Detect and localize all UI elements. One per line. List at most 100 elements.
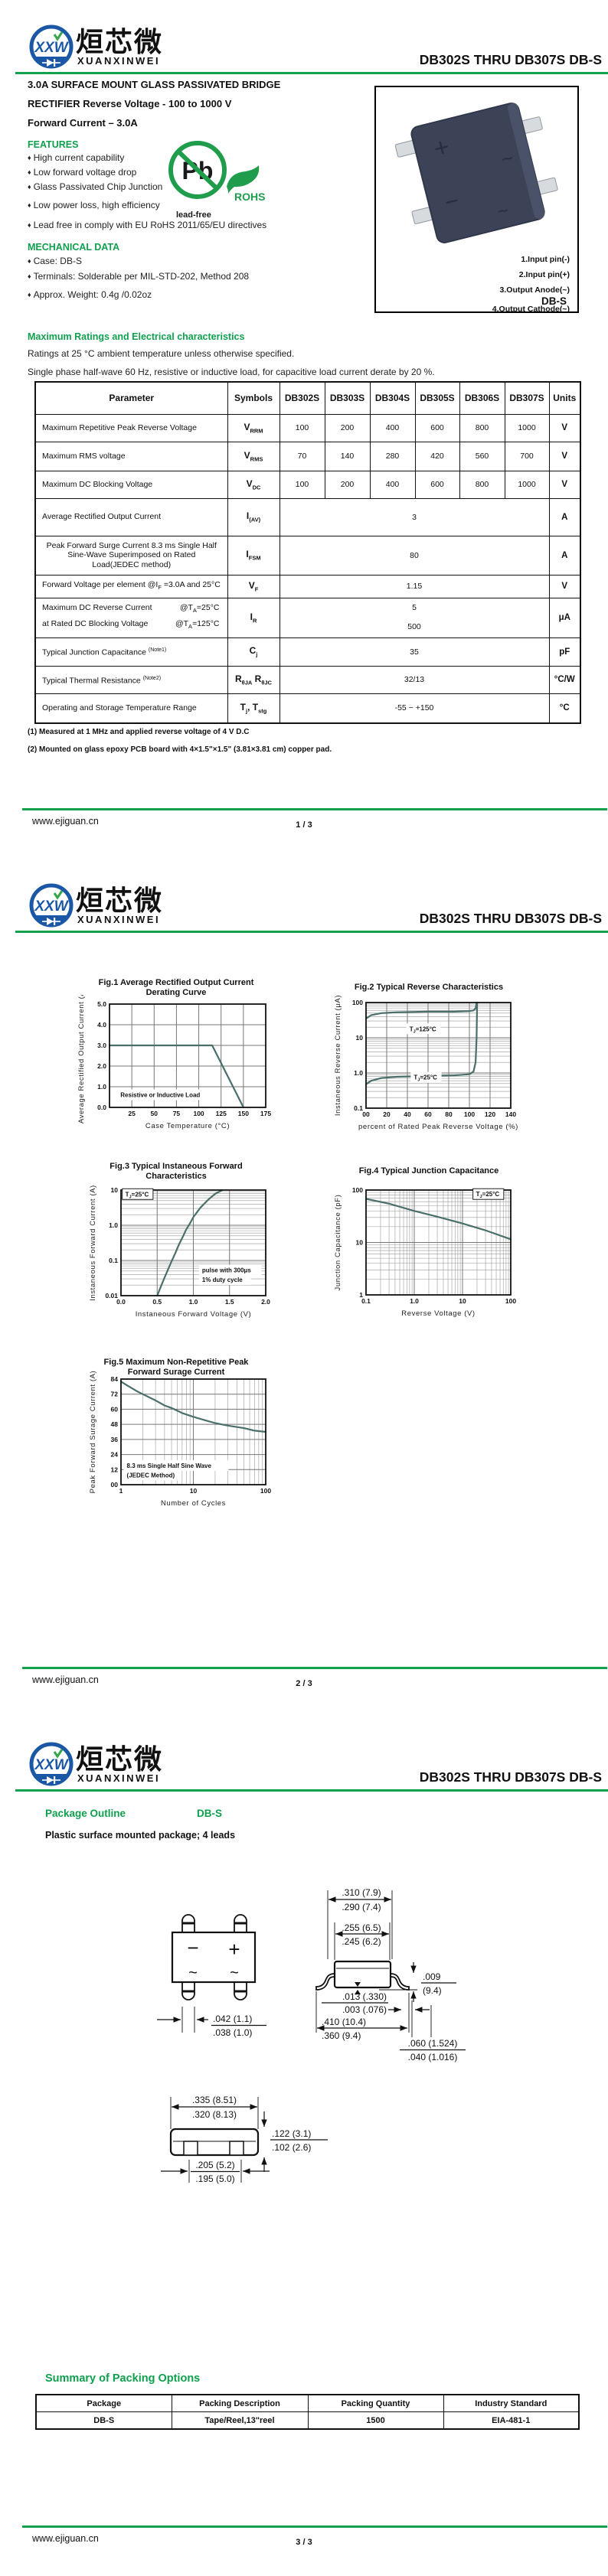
ratings-cell: A [548, 497, 581, 536]
packing-cell: DB-S [35, 2411, 172, 2430]
ratings-cell: 1000 [504, 470, 550, 499]
fig3-title-line2: Characteristics [145, 1171, 207, 1181]
svg-text:0.1: 0.1 [354, 1104, 363, 1112]
ratings-cell: Typical Junction Capacitance (Note1) [34, 637, 228, 667]
svg-text:Number of Cycles: Number of Cycles [161, 1499, 226, 1508]
ratings-cell: 100 [279, 413, 325, 442]
svg-text:120: 120 [485, 1110, 495, 1118]
feature-item: Low forward voltage drop [28, 165, 266, 180]
svg-text:.245 (6.2): .245 (6.2) [342, 1936, 381, 1947]
svg-text:0.1: 0.1 [361, 1297, 371, 1305]
ratings-cell: Maximum RMS voltage [34, 441, 228, 471]
svg-text:10: 10 [356, 1239, 364, 1247]
ratings-col-header: DB304S [369, 381, 416, 415]
svg-text:.040 (1.016): .040 (1.016) [408, 2052, 458, 2062]
fig5-title-line1: Fig.5 Maximum Non-Repetitive Peak [103, 1358, 249, 1367]
outline-top-view: − + ~ ~ .042 (1.1) .038 (1.0) [157, 1914, 266, 2038]
svg-text:100: 100 [193, 1110, 204, 1117]
svg-text:.320 (8.13): .320 (8.13) [192, 2109, 237, 2120]
packing-row: DB-S Tape/Reel,13"reel 1500 EIA-481-1 [35, 2411, 580, 2430]
ratings-cell: °C [548, 693, 581, 724]
svg-text:00: 00 [362, 1110, 370, 1118]
leadfree-label: lead-free [176, 210, 211, 220]
fig4-title-line1: Fig.4 Typical Junction Capacitance [358, 1166, 499, 1176]
header-rule [15, 72, 608, 74]
svg-text:~: ~ [230, 1965, 239, 1981]
fig4-chart: 0.1 1.0 10 100 1 10 100 TJ=25°C Reverse Voltage … [334, 1186, 516, 1318]
brand-chinese: 烜芯微 [76, 885, 164, 916]
svg-text:TJ=25°C: TJ=25°C [476, 1191, 500, 1199]
svg-text:125: 125 [216, 1110, 227, 1117]
svg-text:Resistive or Inductive Load: Resistive or Inductive Load [120, 1092, 200, 1099]
ratings-col-header: DB306S [459, 381, 505, 415]
headline-1: 3.0A SURFACE MOUNT GLASS PASSIVATED BRID… [28, 79, 281, 90]
ratings-cell: RθJA RθJC [227, 665, 280, 694]
ratings-cell: 600 [414, 470, 460, 499]
svg-text:.205 (5.2): .205 (5.2) [195, 2160, 234, 2170]
fig1-title-line2: Derating Curve [145, 987, 207, 997]
logo-letters: XXW [34, 898, 69, 915]
ratings-row: Typical Junction Capacitance (Note1) Cj 35… [34, 637, 581, 667]
logo-diode-icon [42, 59, 60, 67]
packing-col-header: Packing Description [171, 2394, 309, 2412]
svg-text:.060 (1.524): .060 (1.524) [408, 2038, 458, 2049]
ratings-cell: Forward Voltage per element @IF =3.0A an… [34, 574, 228, 598]
mechanical-item: Case: DB-S [28, 253, 249, 269]
ratings-col-header: Parameter [34, 381, 228, 415]
ratings-row: Peak Forward Surge Current 8.3 ms Single… [34, 535, 581, 576]
svg-text:.360 (9.4): .360 (9.4) [322, 2030, 361, 2041]
ratings-cell: 400 [369, 413, 416, 442]
fig1-title: Fig.1 Average Rectified Output Current D… [73, 978, 279, 997]
package-outline-package: DB-S [197, 1808, 222, 1819]
svg-text:.009: .009 [423, 1971, 441, 1982]
svg-text:1.5: 1.5 [225, 1298, 234, 1306]
ratings-col-header: Units [548, 381, 581, 415]
svg-text:Average Rectified Output Curre: Average Rectified Output Current (A) [77, 995, 86, 1123]
ratings-cell: Maximum Repetitive Peak Reverse Voltage [34, 413, 228, 442]
ratings-cell: V [548, 574, 581, 598]
feature-item: Lead free in comply with EU RoHS 2011/65… [28, 218, 267, 233]
svg-text:0.1: 0.1 [109, 1257, 118, 1264]
outline-side-view: .310 (7.9) .290 (7.4) .255 (6.5) .245 (6… [315, 1887, 466, 2062]
ratings-cell: V [548, 470, 581, 499]
svg-text:10: 10 [111, 1186, 119, 1194]
ratings-cell: 560 [459, 441, 505, 471]
outline-end-view: .335 (8.51) .320 (8.13) .122 (3.1) .102 … [161, 2095, 328, 2184]
ratings-cell: 3 [279, 497, 550, 536]
ratings-row: Typical Thermal Resistance (Note2) RθJA R… [34, 665, 581, 694]
ratings-table: Parameter Symbols DB302S DB303S DB304S DB305S… [34, 381, 581, 724]
pbfree-logo-icon: Pb ROHS lead-free [168, 141, 265, 220]
ratings-cell: 140 [324, 441, 371, 471]
svg-text:pulse with 300μs: pulse with 300μs [202, 1267, 252, 1274]
svg-text:Junction Capacitance (pF): Junction Capacitance (pF) [334, 1195, 342, 1291]
svg-text:8.3 ms Single Half Sine Wave: 8.3 ms Single Half Sine Wave [127, 1462, 212, 1469]
feature-item: High current capability [28, 151, 266, 165]
svg-text:3.0: 3.0 [97, 1042, 106, 1049]
svg-text:Peak Forward Surage Current (A: Peak Forward Surage Current (A) [89, 1371, 97, 1494]
fig4-title: Fig.4 Typical Junction Capacitance [329, 1166, 528, 1176]
ratings-cell: 5 500 [279, 597, 550, 638]
brand-latin: XUANXINWEI [77, 914, 161, 925]
svg-text:−: − [187, 1936, 198, 1959]
svg-text:48: 48 [111, 1420, 119, 1428]
mechanical-title: MECHANICAL DATA [28, 242, 120, 253]
ratings-cell: 80 [279, 535, 550, 576]
logo-letters: XXW [34, 1757, 69, 1773]
footer-site: www.ejiguan.cn [32, 1674, 99, 1685]
svg-text:1.0: 1.0 [97, 1083, 106, 1091]
svg-text:10: 10 [356, 1034, 364, 1042]
ratings-cell: I(AV) [227, 497, 280, 536]
packing-col-header: Industry Standard [443, 2394, 580, 2412]
ratings-cell: 100 [279, 470, 325, 499]
svg-text:140: 140 [505, 1110, 516, 1118]
fig1-chart: 25 50 75 100 125 150 175 0.0 1.0 2.0 3.0 4.0 5.0 Resi… [77, 995, 271, 1130]
svg-text:0.5: 0.5 [152, 1298, 162, 1306]
note-1: (1) Measured at 1 MHz and applied revers… [28, 728, 250, 736]
logo-letters: XXW [34, 40, 69, 56]
svg-text:.410 (10.4): .410 (10.4) [322, 2017, 366, 2027]
features-list: High current capabilityLow forward volta… [28, 151, 267, 233]
svg-text:0.0: 0.0 [116, 1298, 126, 1306]
svg-text:60: 60 [111, 1405, 119, 1413]
ratings-cell: IFSM [227, 535, 280, 576]
header-rule [15, 931, 608, 933]
